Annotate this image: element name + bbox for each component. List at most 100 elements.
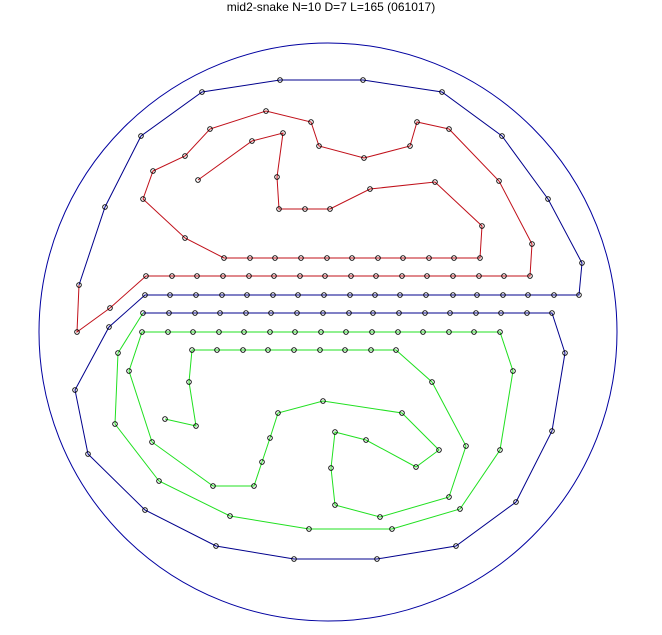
- red-segment-path: [76, 110, 533, 334]
- green-node-marker: [446, 329, 452, 335]
- green-node-marker: [165, 329, 171, 335]
- green-node-marker: [436, 447, 442, 453]
- red-node-marker: [182, 235, 188, 241]
- green-node-marker: [332, 502, 338, 508]
- blue-node-marker: [396, 310, 402, 316]
- blue-node-marker: [549, 310, 555, 316]
- blue-node-marker: [439, 89, 445, 95]
- green-node-marker: [259, 459, 265, 465]
- blue-segment-path: [74, 79, 583, 560]
- red-node-marker: [107, 305, 113, 311]
- red-node-marker: [140, 196, 146, 202]
- blue-node-marker: [140, 310, 146, 316]
- red-node-marker: [373, 273, 379, 279]
- green-node-marker: [363, 437, 369, 443]
- blue-node-marker: [291, 556, 297, 562]
- red-node-marker: [399, 273, 405, 279]
- blue-node-marker: [422, 310, 428, 316]
- red-node-marker: [496, 178, 502, 184]
- blue-node-marker: [268, 310, 274, 316]
- blue-node-marker: [473, 310, 479, 316]
- blue-node-marker: [106, 324, 112, 330]
- red-node-marker: [143, 273, 149, 279]
- blue-node-marker: [397, 292, 403, 298]
- blue-node-marker: [498, 310, 504, 316]
- green-node-marker: [377, 514, 383, 520]
- blue-node-marker: [549, 428, 555, 434]
- green-node-marker: [115, 350, 121, 356]
- green-node-marker: [214, 347, 220, 353]
- red-node-marker: [249, 138, 255, 144]
- blue-node-marker: [423, 292, 429, 298]
- green-node-marker: [413, 464, 419, 470]
- red-node-marker: [194, 273, 200, 279]
- red-node-marker: [247, 255, 253, 261]
- red-node-marker: [274, 174, 280, 180]
- green-node-marker: [162, 416, 168, 422]
- blue-node-marker: [370, 310, 376, 316]
- green-node-marker: [463, 443, 469, 449]
- green-node-marker: [112, 421, 118, 427]
- red-node-marker: [414, 119, 420, 125]
- blue-node-marker: [166, 310, 172, 316]
- figure-title: mid2-snake N=10 D=7 L=165 (061017): [226, 0, 436, 14]
- red-node-marker: [308, 119, 314, 125]
- blue-node-marker: [474, 292, 480, 298]
- green-node-marker: [343, 329, 349, 335]
- red-node-marker: [324, 255, 330, 261]
- green-node-marker: [510, 368, 516, 374]
- green-node-marker: [471, 329, 477, 335]
- red-node-marker: [221, 255, 227, 261]
- green-node-marker: [395, 329, 401, 335]
- blue-node-marker: [199, 89, 205, 95]
- red-node-marker: [476, 273, 482, 279]
- blue-node-marker: [499, 133, 505, 139]
- red-node-marker: [327, 206, 333, 212]
- blue-node-marker: [320, 310, 326, 316]
- blue-node-marker: [450, 292, 456, 298]
- green-node-marker: [342, 347, 348, 353]
- green-node-marker: [292, 329, 298, 335]
- red-node-marker: [246, 273, 252, 279]
- blue-node-marker: [545, 196, 551, 202]
- red-node-marker: [479, 223, 485, 229]
- blue-node-marker: [277, 77, 283, 83]
- green-node-marker: [393, 347, 399, 353]
- red-node-marker: [446, 126, 452, 132]
- blue-node-marker: [562, 350, 568, 356]
- blue-node-marker: [142, 292, 148, 298]
- blue-node-marker: [347, 292, 353, 298]
- red-node-marker: [361, 155, 367, 161]
- red-node-marker: [297, 273, 303, 279]
- blue-node-marker: [453, 543, 459, 549]
- blue-node-marker: [447, 310, 453, 316]
- green-node-marker: [189, 347, 195, 353]
- red-node-marker: [302, 206, 308, 212]
- green-node-marker: [328, 465, 334, 471]
- green-node-marker: [210, 483, 216, 489]
- green-node-marker: [497, 447, 503, 453]
- green-node-marker: [429, 379, 435, 385]
- red-node-marker: [450, 273, 456, 279]
- green-node-marker: [332, 429, 338, 435]
- red-node-marker: [150, 168, 156, 174]
- blue-node-marker: [374, 556, 380, 562]
- blue-node-marker: [217, 310, 223, 316]
- green-node-marker: [240, 347, 246, 353]
- red-node-marker: [527, 273, 533, 279]
- blue-node-marker: [72, 387, 78, 393]
- green-node-marker: [267, 329, 273, 335]
- red-node-marker: [400, 255, 406, 261]
- green-node-marker: [317, 347, 323, 353]
- blue-node-marker: [513, 499, 519, 505]
- blue-node-marker: [294, 310, 300, 316]
- green-node-marker: [216, 329, 222, 335]
- red-node-marker: [271, 273, 277, 279]
- green-node-marker: [389, 526, 395, 532]
- red-node-marker: [195, 177, 201, 183]
- red-node-marker: [426, 255, 432, 261]
- blue-node-marker: [551, 292, 557, 298]
- red-node-marker: [322, 273, 328, 279]
- blue-node-marker: [219, 292, 225, 298]
